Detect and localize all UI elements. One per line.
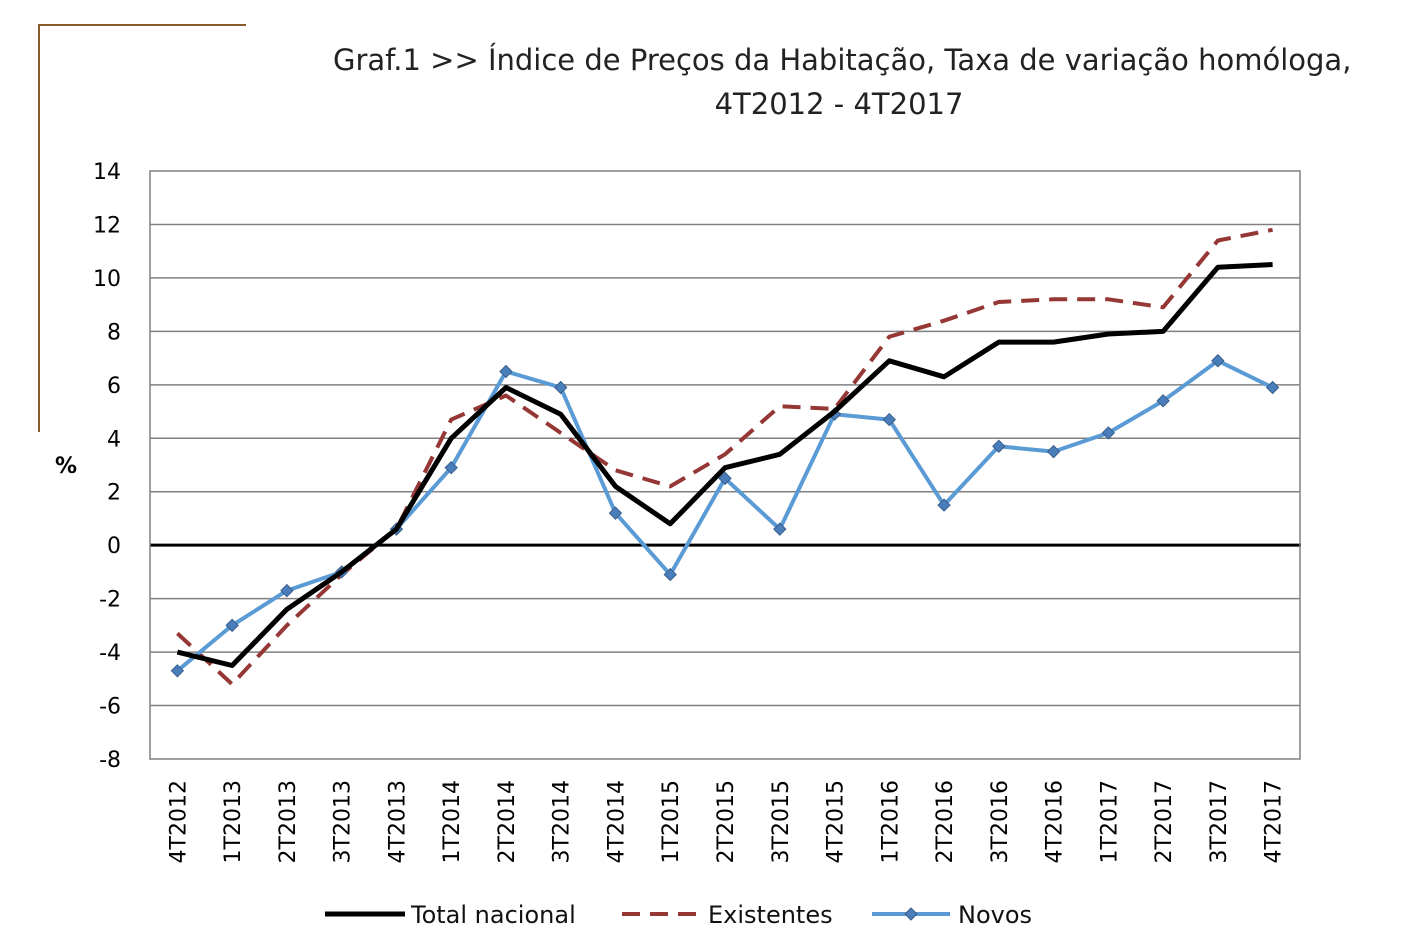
legend-label: Total nacional <box>410 901 576 929</box>
x-tick-label: 3T2016 <box>988 780 1013 863</box>
frame-left-line <box>38 24 40 432</box>
series-lines <box>170 227 1280 687</box>
y-tick-label: 10 <box>93 267 121 292</box>
series-line-existentes <box>176 227 1273 687</box>
legend: Total nacional Existentes Novos <box>325 901 1032 929</box>
data-point-marker <box>225 618 239 633</box>
y-axis-ticks: -8 -6 -4 -2 0 2 4 6 8 10 12 14 <box>93 160 121 773</box>
x-tick-label: 2T2013 <box>276 780 301 863</box>
y-axis-label: % <box>55 454 77 479</box>
data-point-marker <box>1156 394 1170 408</box>
y-tick-label: -4 <box>99 641 121 666</box>
x-tick-label: 4T2015 <box>824 780 849 863</box>
data-point-marker <box>882 412 896 427</box>
plot-area-border <box>149 170 1301 760</box>
data-point-marker <box>1211 354 1225 368</box>
x-tick-label: 1T2014 <box>440 780 465 863</box>
data-point-marker <box>280 583 294 598</box>
y-tick-label: 6 <box>107 374 121 399</box>
x-tick-label: 4T2012 <box>166 780 191 863</box>
y-tick-label: -2 <box>99 588 121 613</box>
chart-title-line2: 4T2012 - 4T2017 <box>714 87 964 121</box>
data-point-marker <box>992 439 1006 453</box>
y-tick-label: 12 <box>93 213 121 238</box>
y-tick-label: 14 <box>93 160 121 185</box>
y-tick-label: 8 <box>107 320 121 345</box>
series-line-novos <box>176 358 1274 673</box>
x-tick-label: 2T2017 <box>1152 780 1177 863</box>
x-tick-label: 3T2013 <box>331 780 356 863</box>
gridlines <box>150 223 1301 707</box>
data-point-marker <box>718 471 732 486</box>
x-tick-label: 1T2013 <box>221 780 246 863</box>
x-tick-label: 4T2013 <box>385 780 410 863</box>
x-tick-label: 2T2014 <box>495 780 520 863</box>
data-point-marker <box>937 498 951 512</box>
x-tick-label: 1T2017 <box>1097 780 1122 863</box>
x-tick-label: 1T2016 <box>878 780 903 863</box>
data-point-marker <box>554 380 568 395</box>
data-point-marker <box>444 460 458 475</box>
data-point-marker <box>170 664 185 678</box>
data-point-marker <box>663 567 677 582</box>
legend-marker <box>904 907 918 921</box>
x-tick-label: 4T2016 <box>1043 780 1068 863</box>
y-tick-label: -6 <box>99 695 121 720</box>
data-point-marker <box>1046 444 1061 459</box>
chart-title-line1: Graf.1 >> Índice de Preços da Habitação,… <box>333 43 1352 77</box>
x-tick-label: 1T2015 <box>659 780 684 863</box>
legend-label: Novos <box>958 901 1032 929</box>
x-tick-label: 2T2015 <box>714 780 739 863</box>
data-point-marker <box>1265 380 1280 395</box>
y-tick-label: 0 <box>107 534 121 559</box>
x-tick-label: 3T2014 <box>550 780 575 863</box>
x-axis-ticks: 4T2012 1T2013 2T2013 3T2013 4T2013 1T2014 2T20… <box>166 780 1286 863</box>
x-tick-label: 3T2015 <box>769 780 794 863</box>
data-point-marker <box>499 364 513 379</box>
x-tick-label: 3T2017 <box>1207 780 1232 863</box>
y-tick-label: 4 <box>107 427 121 452</box>
data-point-marker <box>773 522 787 536</box>
y-tick-label: 2 <box>107 481 121 506</box>
data-point-marker <box>608 506 623 520</box>
x-tick-label: 4T2014 <box>604 780 629 863</box>
series-line-total-nacional <box>176 262 1273 668</box>
x-tick-label: 2T2016 <box>933 780 958 863</box>
x-tick-label: 4T2017 <box>1262 780 1287 863</box>
frame-top-line <box>38 24 246 26</box>
data-point-marker <box>1101 426 1116 440</box>
legend-label: Existentes <box>708 901 833 929</box>
y-tick-label: -8 <box>99 748 121 773</box>
